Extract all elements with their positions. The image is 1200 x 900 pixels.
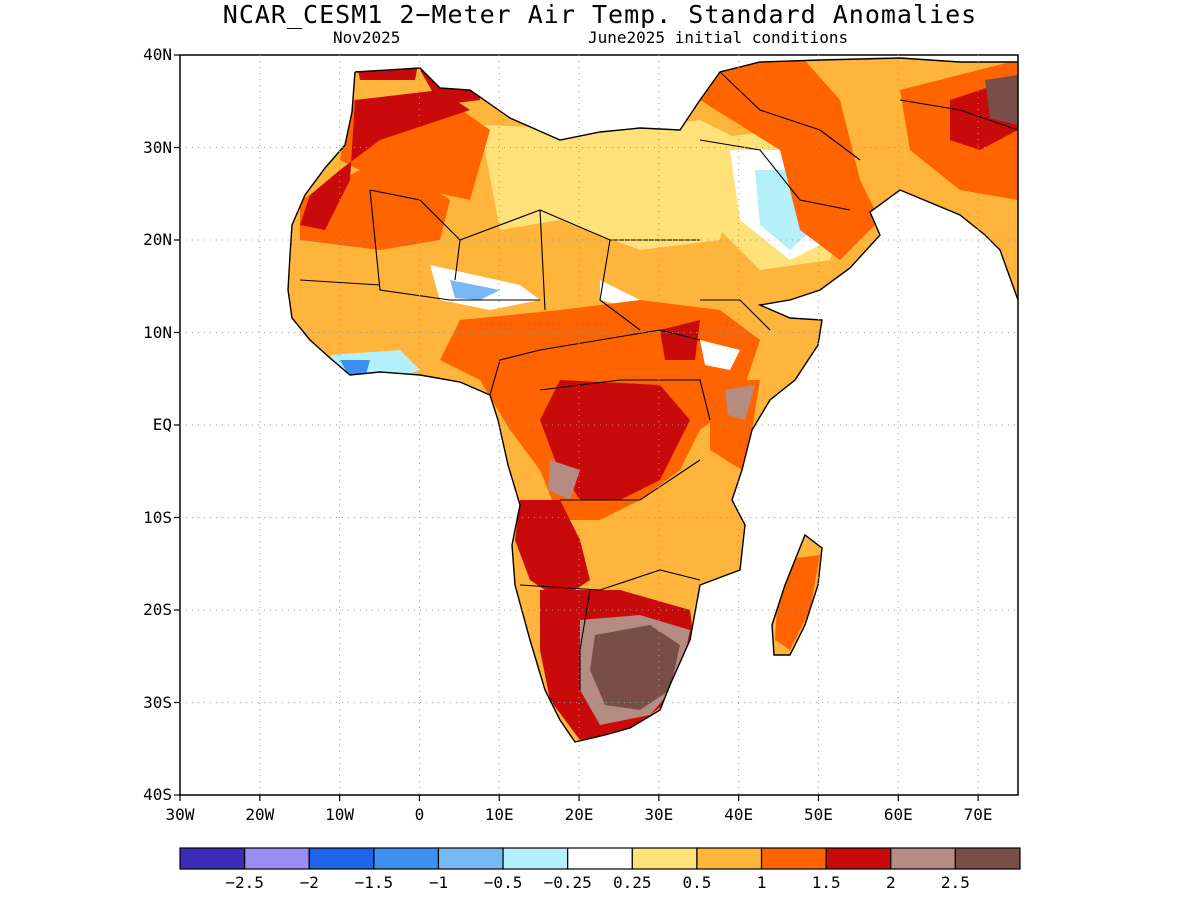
longitude-label: 10E <box>484 805 514 824</box>
colorbar-label: −1 <box>428 873 449 892</box>
colorbar-swatch <box>373 847 440 870</box>
latitude-label: 40S <box>143 785 172 804</box>
longitude-label: 0 <box>414 805 425 824</box>
colorbar-label: −0.25 <box>543 873 592 892</box>
colorbar-swatch <box>437 847 504 870</box>
colorbar-swatch <box>179 847 246 870</box>
colorbar-label: 0.5 <box>682 873 712 892</box>
colorbar-swatch <box>308 847 375 870</box>
colorbar-label: −1.5 <box>354 873 394 892</box>
country-borders <box>299 71 1019 690</box>
axis-ticks <box>174 54 979 801</box>
longitude-label: 10W <box>325 805 355 824</box>
latitude-label: 20S <box>143 600 172 619</box>
longitude-label: 50E <box>804 805 833 824</box>
colorbar-label: 2 <box>885 873 896 892</box>
map-title: NCAR_CESM1 2−Meter Air Temp. Standard An… <box>222 0 978 29</box>
colorbar-swatch <box>696 847 763 870</box>
colorbar <box>179 847 1021 870</box>
latitude-label: EQ <box>152 415 172 434</box>
colorbar-swatch <box>760 847 827 870</box>
colorbar-label: 0.25 <box>613 873 652 892</box>
longitude-label: 20W <box>245 805 275 824</box>
colorbar-label: −0.5 <box>483 873 523 892</box>
colorbar-swatch <box>502 847 569 870</box>
latitude-label: 10N <box>143 322 172 342</box>
latitude-label: 10S <box>143 507 172 527</box>
initial-conditions: June2025 initial conditions <box>588 28 849 47</box>
colorbar-label: −2.5 <box>225 873 264 892</box>
colorbar-swatch <box>954 847 1021 870</box>
colorbar-label: −2 <box>299 873 319 892</box>
longitude-label: 40E <box>724 805 754 824</box>
longitude-label: 60E <box>883 805 913 824</box>
colorbar-swatch <box>890 847 956 870</box>
coastlines <box>287 57 1019 743</box>
colorbar-swatch <box>825 847 892 870</box>
colorbar-swatch <box>631 847 698 870</box>
colorbar-swatch <box>567 847 633 870</box>
longitude-label: 30E <box>644 805 674 824</box>
longitude-label: 70E <box>963 805 993 824</box>
forecast-month: Nov2025 <box>333 28 401 47</box>
colorbar-label: 1 <box>756 873 767 892</box>
latitude-label: 40N <box>143 45 172 64</box>
colorbar-label: 2.5 <box>940 873 970 892</box>
longitude-label: 30W <box>165 805 195 824</box>
latitude-label: 30S <box>143 692 172 712</box>
longitude-label: 20E <box>564 805 594 824</box>
latitude-label: 30N <box>143 137 172 157</box>
latitude-label: 20N <box>143 230 172 249</box>
colorbar-swatch <box>244 847 310 870</box>
colorbar-label: 1.5 <box>811 873 841 892</box>
